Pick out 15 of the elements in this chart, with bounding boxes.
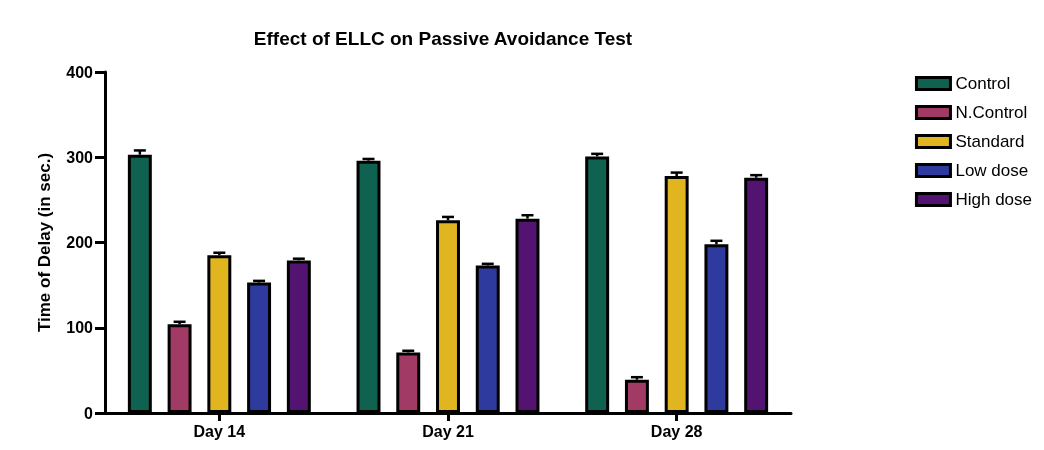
x-tick-label: Day 21 <box>422 422 474 440</box>
x-tick-label: Day 28 <box>650 422 703 440</box>
legend-label: Standard <box>955 132 1025 151</box>
y-tick-label: 0 <box>84 404 94 422</box>
y-tick-label: 200 <box>66 234 94 251</box>
legend-label: High dose <box>955 190 1033 209</box>
y-tick-label: 100 <box>66 319 94 337</box>
legend-label: Low dose <box>955 161 1029 180</box>
y-axis-title: Time of Delay (in sec.) <box>35 152 54 333</box>
x-tick-label: Day 14 <box>193 422 246 440</box>
y-tick-label: 400 <box>66 63 94 81</box>
y-tick-label: 300 <box>66 148 94 166</box>
legend-label: N.Control <box>955 103 1028 122</box>
chart-title: Effect of ELLC on Passive Avoidance Test <box>253 28 633 49</box>
legend-label: Control <box>955 74 1011 93</box>
